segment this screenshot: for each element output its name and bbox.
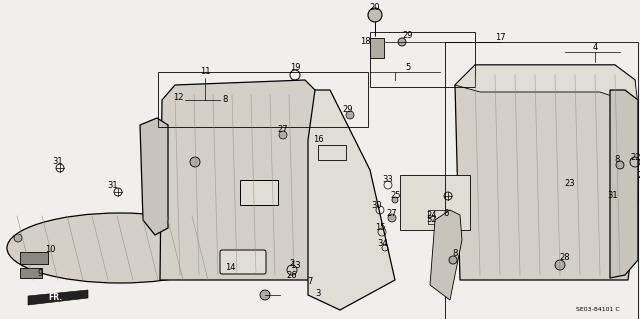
Text: 18: 18 [360, 38, 371, 47]
Text: 6: 6 [444, 209, 449, 218]
Text: 10: 10 [45, 246, 55, 255]
Text: 31: 31 [108, 182, 118, 190]
Bar [20, 252, 48, 264]
Text: 22: 22 [631, 152, 640, 161]
Circle shape [555, 260, 565, 270]
Text: 28: 28 [560, 254, 570, 263]
Text: 21: 21 [637, 170, 640, 180]
Bar [370, 32, 475, 87]
Text: 5: 5 [405, 63, 411, 72]
Circle shape [449, 256, 457, 264]
Text: 8: 8 [614, 155, 620, 165]
Text: 27: 27 [278, 125, 288, 135]
Text: 9: 9 [37, 270, 43, 278]
Text: 27: 27 [387, 209, 397, 218]
Text: 20: 20 [370, 4, 380, 12]
Polygon shape [455, 65, 638, 105]
Text: 23: 23 [564, 179, 575, 188]
Text: 8: 8 [222, 95, 228, 105]
Text: 3: 3 [316, 288, 321, 298]
Text: 11: 11 [200, 68, 211, 77]
Bar [20, 268, 42, 278]
Text: 8: 8 [452, 249, 458, 258]
Bar [445, 42, 638, 319]
Text: 29: 29 [343, 106, 353, 115]
Polygon shape [140, 118, 168, 235]
Text: 2: 2 [289, 258, 294, 268]
Circle shape [398, 38, 406, 46]
Text: 31: 31 [608, 191, 618, 201]
Text: 24: 24 [427, 211, 437, 219]
Circle shape [14, 234, 22, 242]
Text: 25: 25 [391, 191, 401, 201]
Text: 33: 33 [383, 175, 394, 184]
Text: FR.: FR. [48, 293, 62, 302]
Text: 19: 19 [290, 63, 300, 72]
Text: 13: 13 [290, 261, 300, 270]
Polygon shape [430, 210, 462, 300]
Bar [158, 72, 368, 127]
Circle shape [346, 111, 354, 119]
Bar [318, 145, 346, 160]
Ellipse shape [7, 213, 233, 283]
Text: 7: 7 [307, 278, 313, 286]
Text: 4: 4 [593, 43, 598, 53]
Circle shape [616, 161, 624, 169]
Text: SE03-84101 C: SE03-84101 C [576, 307, 620, 312]
Bar [240, 180, 278, 205]
Text: 34: 34 [378, 240, 388, 249]
Text: 29: 29 [403, 31, 413, 40]
Text: 26: 26 [287, 271, 298, 280]
Circle shape [279, 131, 287, 139]
Bar [428, 210, 450, 224]
Bar [370, 38, 384, 58]
Text: 14: 14 [225, 263, 236, 272]
Circle shape [190, 157, 200, 167]
FancyBboxPatch shape [220, 250, 266, 274]
Polygon shape [160, 80, 330, 280]
Circle shape [260, 290, 270, 300]
Circle shape [388, 214, 396, 222]
Text: 15: 15 [375, 224, 385, 233]
Bar [400, 175, 470, 230]
Circle shape [392, 197, 398, 203]
Text: 32: 32 [427, 216, 437, 225]
Text: 17: 17 [495, 33, 506, 42]
Text: 31: 31 [52, 158, 63, 167]
Circle shape [368, 8, 382, 22]
Polygon shape [455, 65, 638, 280]
Polygon shape [28, 290, 88, 305]
Text: 16: 16 [313, 136, 323, 145]
Text: 30: 30 [372, 201, 382, 210]
Polygon shape [308, 90, 395, 310]
Polygon shape [610, 90, 638, 278]
Text: 12: 12 [173, 93, 183, 102]
